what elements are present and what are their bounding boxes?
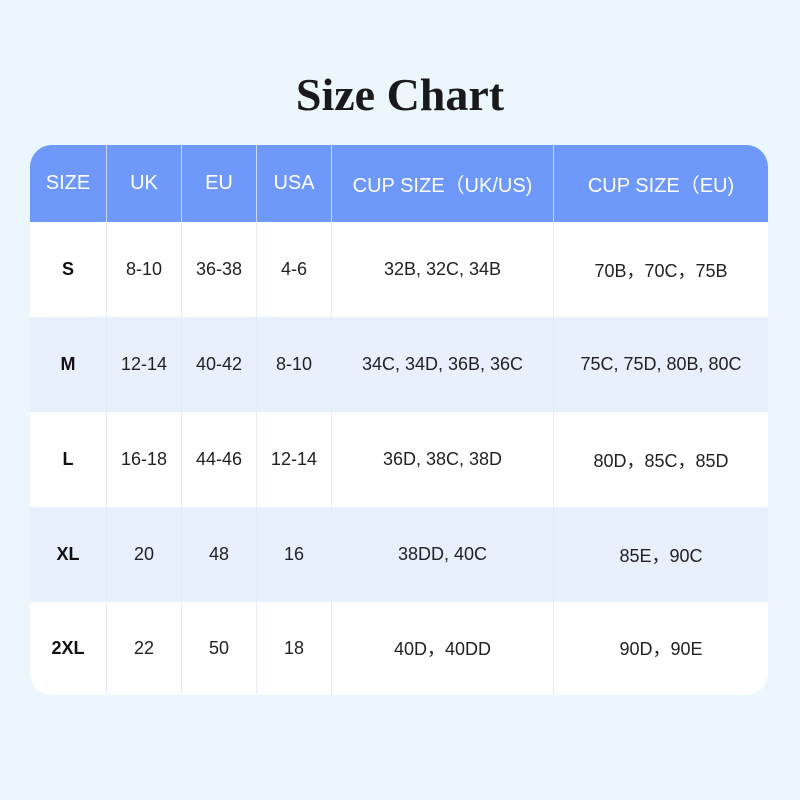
cell-usa: 18 — [257, 602, 332, 694]
cell-uk: 20 — [107, 507, 182, 602]
header-cup-uk-us: CUP SIZE（UK/US) — [332, 145, 554, 222]
cell-eu: 44-46 — [182, 412, 257, 507]
cell-size: M — [30, 317, 107, 412]
header-uk: UK — [107, 145, 182, 222]
header-size: SIZE — [30, 145, 107, 222]
cell-usa: 16 — [257, 507, 332, 602]
cell-eu: 50 — [182, 602, 257, 694]
cell-size: XL — [30, 507, 107, 602]
header-eu: EU — [182, 145, 257, 222]
cell-cup-eu: 90D，90E — [619, 639, 703, 659]
header-cup-eu: CUP SIZE（EU) — [587, 175, 735, 197]
table-row: M 12-14 40-42 8-10 34C, 34D, 36B, 36C 75C, 75… — [30, 317, 768, 412]
cell-cup-uk-us: 38DD, 40C — [332, 507, 554, 602]
cell-size: L — [30, 412, 107, 507]
table-row: XL 20 48 16 38DD, 40C 85E，90C — [30, 507, 768, 602]
cell-cup-uk-us: 40D，40DD — [332, 602, 554, 694]
cell-uk: 12-14 — [107, 317, 182, 412]
cell-cup-eu: 80D，85C，85D — [593, 450, 729, 471]
page-title: Size Chart — [295, 69, 505, 120]
cell-usa: 4-6 — [257, 222, 332, 317]
cell-cup-uk-us: 32B, 32C, 34B — [332, 222, 554, 317]
cell-eu: 48 — [182, 507, 257, 602]
cell-size: S — [30, 222, 107, 317]
size-chart-table: SIZE UK EU USA CUP SIZE（UK/US) CUP SIZE（… — [30, 145, 768, 695]
table-row: 2XL 22 50 18 40D，40DD 90D，90E — [30, 602, 768, 694]
table-header: SIZE UK EU USA CUP SIZE（UK/US) CUP SIZE（… — [30, 145, 768, 222]
cell-cup-uk-us: 36D, 38C, 38D — [332, 412, 554, 507]
cell-cup-uk-us: 34C, 34D, 36B, 36C — [332, 317, 554, 412]
header-usa: USA — [257, 145, 332, 222]
cell-usa: 8-10 — [257, 317, 332, 412]
cell-uk: 8-10 — [107, 222, 182, 317]
cell-size: 2XL — [30, 602, 107, 694]
cell-eu: 36-38 — [182, 222, 257, 317]
table-row: L 16-18 44-46 12-14 36D, 38C, 38D 80D，85C，85D — [30, 412, 768, 507]
table-row: S 8-10 36-38 4-6 32B, 32C, 34B 70B，70C，75B — [30, 222, 768, 317]
cell-cup-eu: 75C, 75D, 80B, 80C — [580, 354, 742, 374]
cell-usa: 12-14 — [257, 412, 332, 507]
cell-cup-eu: 70B，70C，75B — [594, 260, 728, 281]
cell-eu: 40-42 — [182, 317, 257, 412]
cell-uk: 22 — [107, 602, 182, 694]
cell-uk: 16-18 — [107, 412, 182, 507]
cell-cup-eu: 85E，90C — [619, 545, 703, 566]
